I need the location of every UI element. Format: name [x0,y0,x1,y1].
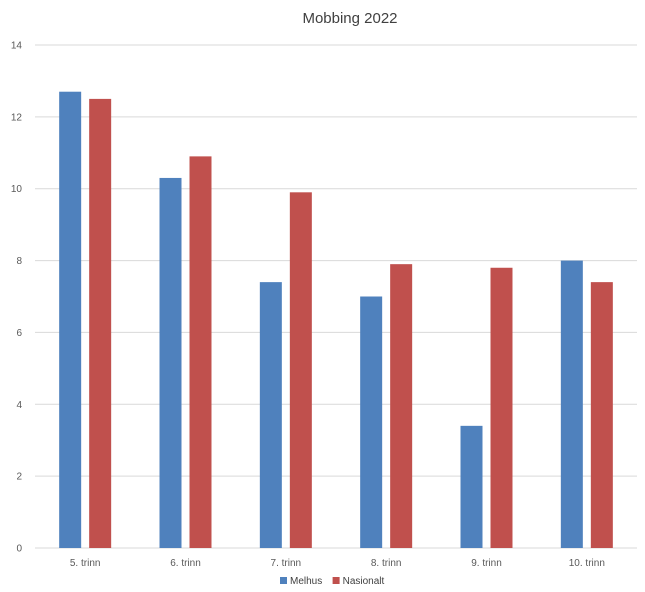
chart-title: Mobbing 2022 [302,10,397,27]
bar-nasionalt-4 [390,264,413,548]
bar-nasionalt-3 [289,192,312,549]
legend: Melhus Nasionalt [280,576,385,587]
legend-label-nasionalt: Nasionalt [343,576,385,587]
bar-nasionalt-5 [490,267,513,548]
bar-melhus-6 [560,260,583,548]
bar-melhus-4 [360,296,383,548]
x-tick-label: 10. trinn [569,558,605,569]
legend-swatch-nasionalt [332,577,340,584]
legend-label-melhus: Melhus [290,576,322,587]
y-tick-label: 12 [11,112,23,123]
y-tick-label: 8 [16,256,22,267]
x-tick-label: 9. trinn [471,558,502,569]
x-tick-label: 6. trinn [170,558,201,569]
y-tick-label: 0 [16,544,22,555]
x-tick-label: 8. trinn [371,558,402,569]
y-tick-label: 4 [16,400,22,411]
bar-nasionalt-2 [189,156,212,548]
y-axis-ticks: 0 2 4 6 8 10 12 14 [11,41,23,555]
y-tick-label: 2 [16,472,22,483]
y-tick-label: 10 [11,184,23,195]
bar-melhus-2 [159,177,182,548]
bars [59,91,613,549]
y-tick-label: 14 [11,41,23,52]
bar-melhus-3 [259,282,282,548]
legend-swatch-melhus [280,577,287,584]
x-tick-label: 5. trinn [70,558,101,569]
gridlines [35,44,637,549]
x-tick-label: 7. trinn [271,558,302,569]
y-tick-label: 6 [16,328,22,339]
bar-nasionalt-6 [590,282,613,548]
bar-nasionalt-1 [89,98,112,549]
x-axis-ticks: 5. trinn 6. trinn 7. trinn 8. trinn 9. trinn… [70,558,605,569]
bar-melhus-1 [59,91,82,548]
bar-melhus-5 [460,425,483,548]
